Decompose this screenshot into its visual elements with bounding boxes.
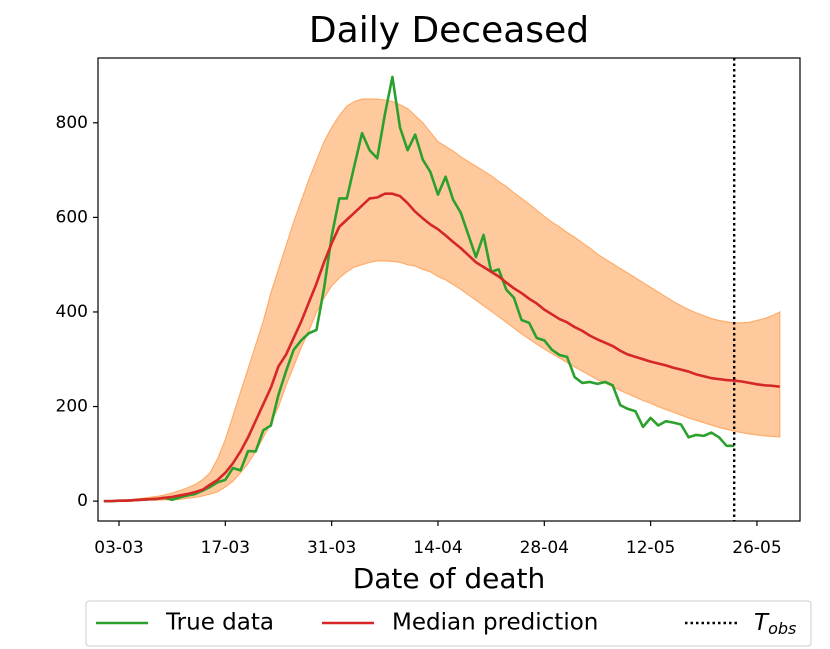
y-tick-label: 800 [56, 113, 88, 133]
prediction-band [103, 98, 781, 502]
y-tick-label: 200 [56, 397, 88, 417]
legend: True data Median prediction Tobs [85, 600, 812, 647]
x-axis-label: Date of death [353, 562, 546, 595]
x-tick-label: 14-04 [413, 538, 462, 558]
chart-title: Daily Deceased [309, 10, 589, 51]
series-line [103, 192, 780, 503]
axes-frame [97, 57, 801, 522]
legend-box [85, 600, 812, 647]
x-tick-label: 28-04 [520, 538, 569, 558]
plot-area: 0 200 400 600 800 03-03 17-03 31-03 14-04 28-04 12… [56, 57, 801, 558]
x-tick-label: 17-03 [201, 538, 250, 558]
legend-label: Tobs [754, 610, 796, 638]
legend-label: Median prediction [392, 610, 598, 636]
x-tick-label: 31-03 [307, 538, 356, 558]
legend-label-sub: obs [768, 619, 796, 638]
x-tick-label: 26-05 [732, 538, 781, 558]
y-tick-label: 0 [77, 491, 88, 511]
x-tick-label: 03-03 [94, 538, 143, 558]
y-tick-label: 400 [56, 302, 88, 322]
legend-label-main: T [754, 610, 770, 636]
y-tick-label: 600 [56, 207, 88, 227]
x-tick-label: 12-05 [626, 538, 675, 558]
series-line [103, 75, 735, 503]
legend-label: True data [165, 610, 274, 636]
